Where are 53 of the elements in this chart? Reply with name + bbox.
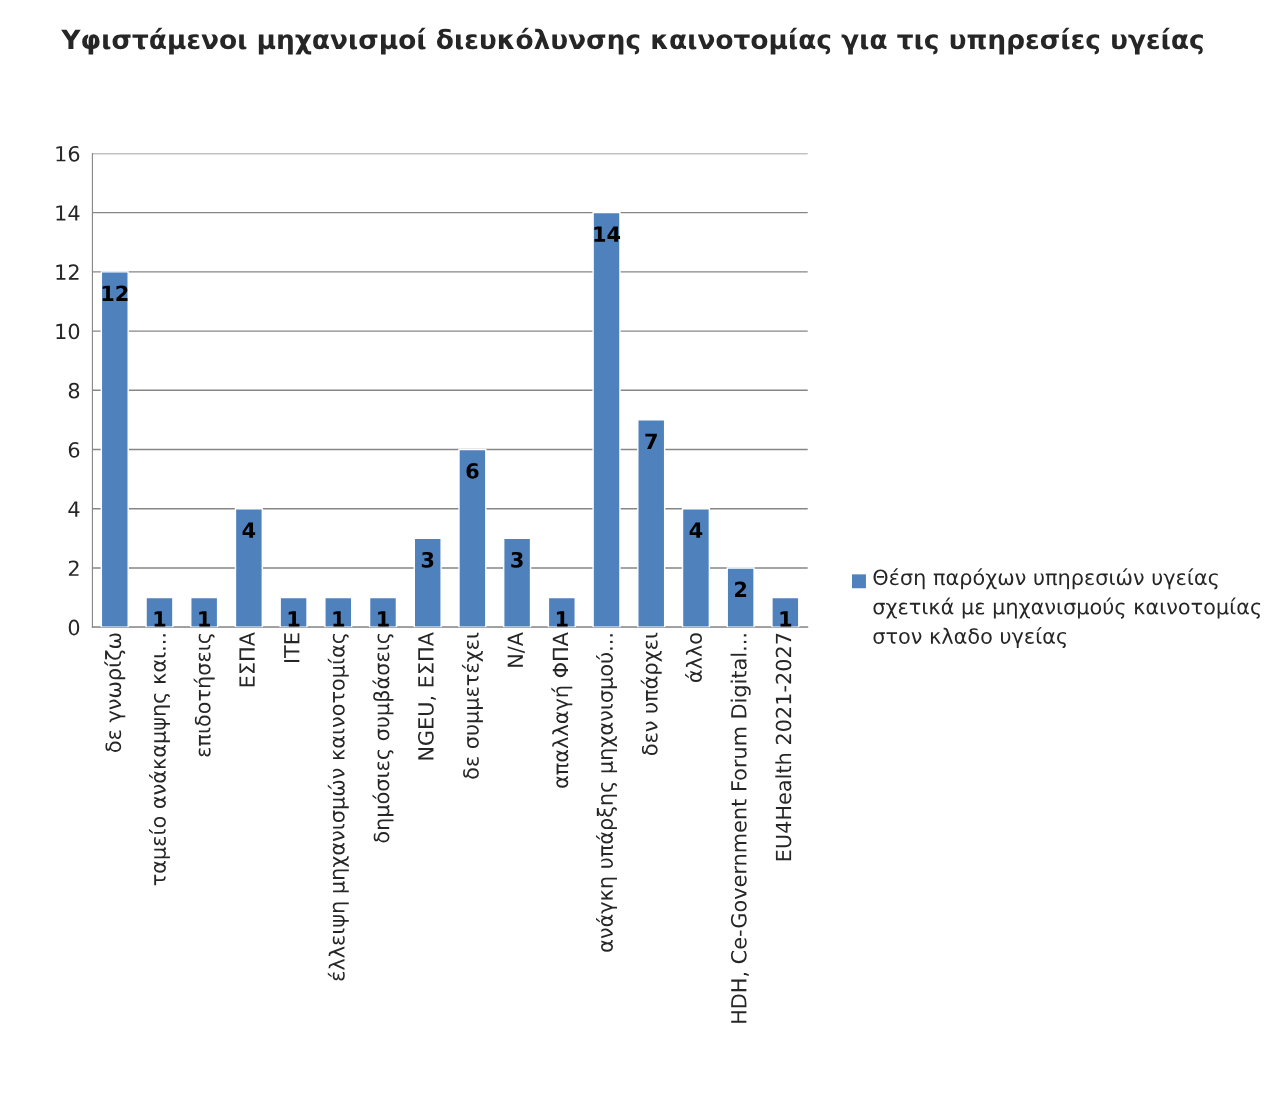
bar bbox=[458, 448, 487, 628]
y-tick-label: 2 bbox=[68, 560, 79, 576]
x-tick-label: δεν υπάρχει bbox=[640, 632, 662, 756]
x-tick-label: δε γνωρίζω bbox=[104, 633, 126, 752]
y-tick-label: 6 bbox=[68, 441, 80, 458]
x-tick-label: δε συμμετέχει bbox=[461, 632, 483, 779]
data-label: 3 bbox=[511, 551, 523, 568]
data-label: 1 bbox=[288, 611, 300, 627]
data-label: 2 bbox=[735, 581, 747, 597]
bar bbox=[413, 537, 442, 628]
x-tick-label: επιδοτήσεις bbox=[193, 634, 215, 757]
x-tick-label: ΕΣΠΑ bbox=[239, 632, 255, 687]
bar bbox=[592, 211, 621, 628]
y-tick-label: 12 bbox=[56, 264, 79, 280]
data-label: 1 bbox=[780, 611, 792, 627]
data-label: 3 bbox=[421, 551, 434, 568]
bar bbox=[100, 271, 129, 628]
bar bbox=[234, 508, 263, 628]
x-tick-label: έλλειψη μηχανισμών καινοτομίας bbox=[327, 634, 349, 981]
bar bbox=[681, 508, 711, 628]
bar bbox=[145, 596, 174, 628]
data-label: 1 bbox=[333, 611, 345, 627]
bar bbox=[726, 567, 755, 628]
y-tick-label: 10 bbox=[56, 323, 80, 340]
chart-title: Υφιστάμενοι μηχανισμοί διευκόλυνσης καινοτομίας για τις υπηρεσίες υγείας bbox=[61, 27, 1203, 55]
data-label: 12 bbox=[102, 285, 128, 301]
x-tick-label: HDH, Ce-Government Forum Digital... bbox=[730, 634, 751, 1023]
data-label: 4 bbox=[242, 522, 256, 538]
bar bbox=[637, 419, 666, 628]
x-tick-label: ανάγκη υπάρξης μηχανισμού... bbox=[596, 634, 618, 952]
data-label: 4 bbox=[689, 522, 703, 538]
x-tick-label: N/A bbox=[507, 632, 525, 667]
y-tick-label: 4 bbox=[68, 501, 80, 517]
x-tick-label: ΙΤΕ bbox=[284, 633, 300, 663]
bar bbox=[503, 537, 532, 628]
x-tick-label: EU4Health 2021-2027 bbox=[775, 633, 792, 861]
y-tick-label: 8 bbox=[68, 382, 80, 399]
data-label: 1 bbox=[154, 611, 166, 627]
y-tick-label: 0 bbox=[68, 619, 80, 636]
bar bbox=[279, 596, 308, 628]
y-tick-label: 14 bbox=[56, 205, 80, 221]
data-label: 6 bbox=[466, 463, 479, 479]
x-tick-label: απαλλαγή ΦΠΑ bbox=[551, 632, 573, 788]
x-tick-label: NGEU, ΕΣΠΑ bbox=[418, 632, 436, 760]
x-tick-label: ταμείο ανάκαμψης και... bbox=[148, 634, 170, 886]
data-label: 1 bbox=[556, 611, 568, 627]
data-label: 1 bbox=[378, 611, 389, 627]
y-tick-label: 16 bbox=[56, 145, 80, 162]
data-label: 7 bbox=[645, 433, 657, 449]
data-label: 1 bbox=[199, 611, 210, 627]
x-tick-label: άλλο bbox=[685, 633, 702, 683]
legend-label: Θέση παρόχων υπηρεσιών υγείας σχετικά με μηχανισμούς καινοτομίας στον κλαδο υγείας bbox=[873, 568, 1261, 649]
x-tick-label: δημόσιες συμβάσεις bbox=[372, 634, 394, 843]
